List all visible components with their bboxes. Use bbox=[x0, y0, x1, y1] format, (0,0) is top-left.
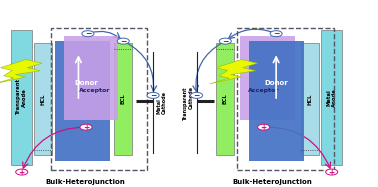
FancyBboxPatch shape bbox=[11, 30, 32, 165]
Text: Bulk-Heterojunction: Bulk-Heterojunction bbox=[232, 179, 312, 185]
Text: +: + bbox=[328, 168, 335, 177]
Polygon shape bbox=[210, 59, 257, 84]
Text: Bulk-Heterojunction: Bulk-Heterojunction bbox=[45, 179, 125, 185]
Text: −: − bbox=[194, 91, 200, 100]
Circle shape bbox=[258, 124, 270, 130]
Text: Donor: Donor bbox=[264, 80, 288, 86]
Text: Transparent
Anode: Transparent Anode bbox=[16, 79, 27, 115]
FancyBboxPatch shape bbox=[249, 41, 304, 161]
Circle shape bbox=[117, 38, 129, 44]
Text: −: − bbox=[273, 29, 279, 38]
FancyBboxPatch shape bbox=[64, 36, 118, 120]
Circle shape bbox=[15, 169, 28, 175]
Text: +: + bbox=[19, 168, 25, 177]
FancyBboxPatch shape bbox=[216, 43, 234, 155]
Text: +: + bbox=[83, 123, 89, 132]
Text: Metal
Cathode: Metal Cathode bbox=[156, 91, 167, 114]
Text: −: − bbox=[85, 29, 91, 38]
Text: −: − bbox=[222, 37, 228, 46]
FancyBboxPatch shape bbox=[34, 43, 52, 155]
Text: −: − bbox=[150, 91, 156, 100]
Circle shape bbox=[80, 124, 92, 130]
Text: HCL: HCL bbox=[40, 93, 46, 105]
Circle shape bbox=[147, 92, 159, 98]
FancyBboxPatch shape bbox=[114, 43, 132, 155]
Circle shape bbox=[219, 38, 231, 44]
Circle shape bbox=[270, 31, 282, 37]
Circle shape bbox=[191, 92, 203, 98]
Circle shape bbox=[82, 31, 94, 37]
Text: Donor: Donor bbox=[74, 80, 98, 86]
FancyBboxPatch shape bbox=[301, 43, 319, 155]
Text: HCL: HCL bbox=[307, 93, 312, 105]
Circle shape bbox=[325, 169, 338, 175]
Text: +: + bbox=[260, 123, 267, 132]
FancyBboxPatch shape bbox=[321, 30, 342, 165]
Text: Acceptor: Acceptor bbox=[248, 88, 279, 93]
FancyBboxPatch shape bbox=[240, 36, 295, 120]
Text: ECL: ECL bbox=[223, 94, 228, 105]
Text: Transparent
Cathode: Transparent Cathode bbox=[183, 86, 194, 120]
Text: −: − bbox=[120, 37, 126, 46]
Text: ECL: ECL bbox=[121, 94, 126, 105]
Text: Acceptor: Acceptor bbox=[79, 88, 110, 93]
Text: Metal
Anode: Metal Anode bbox=[326, 88, 337, 107]
Polygon shape bbox=[0, 59, 42, 84]
FancyBboxPatch shape bbox=[55, 41, 110, 161]
